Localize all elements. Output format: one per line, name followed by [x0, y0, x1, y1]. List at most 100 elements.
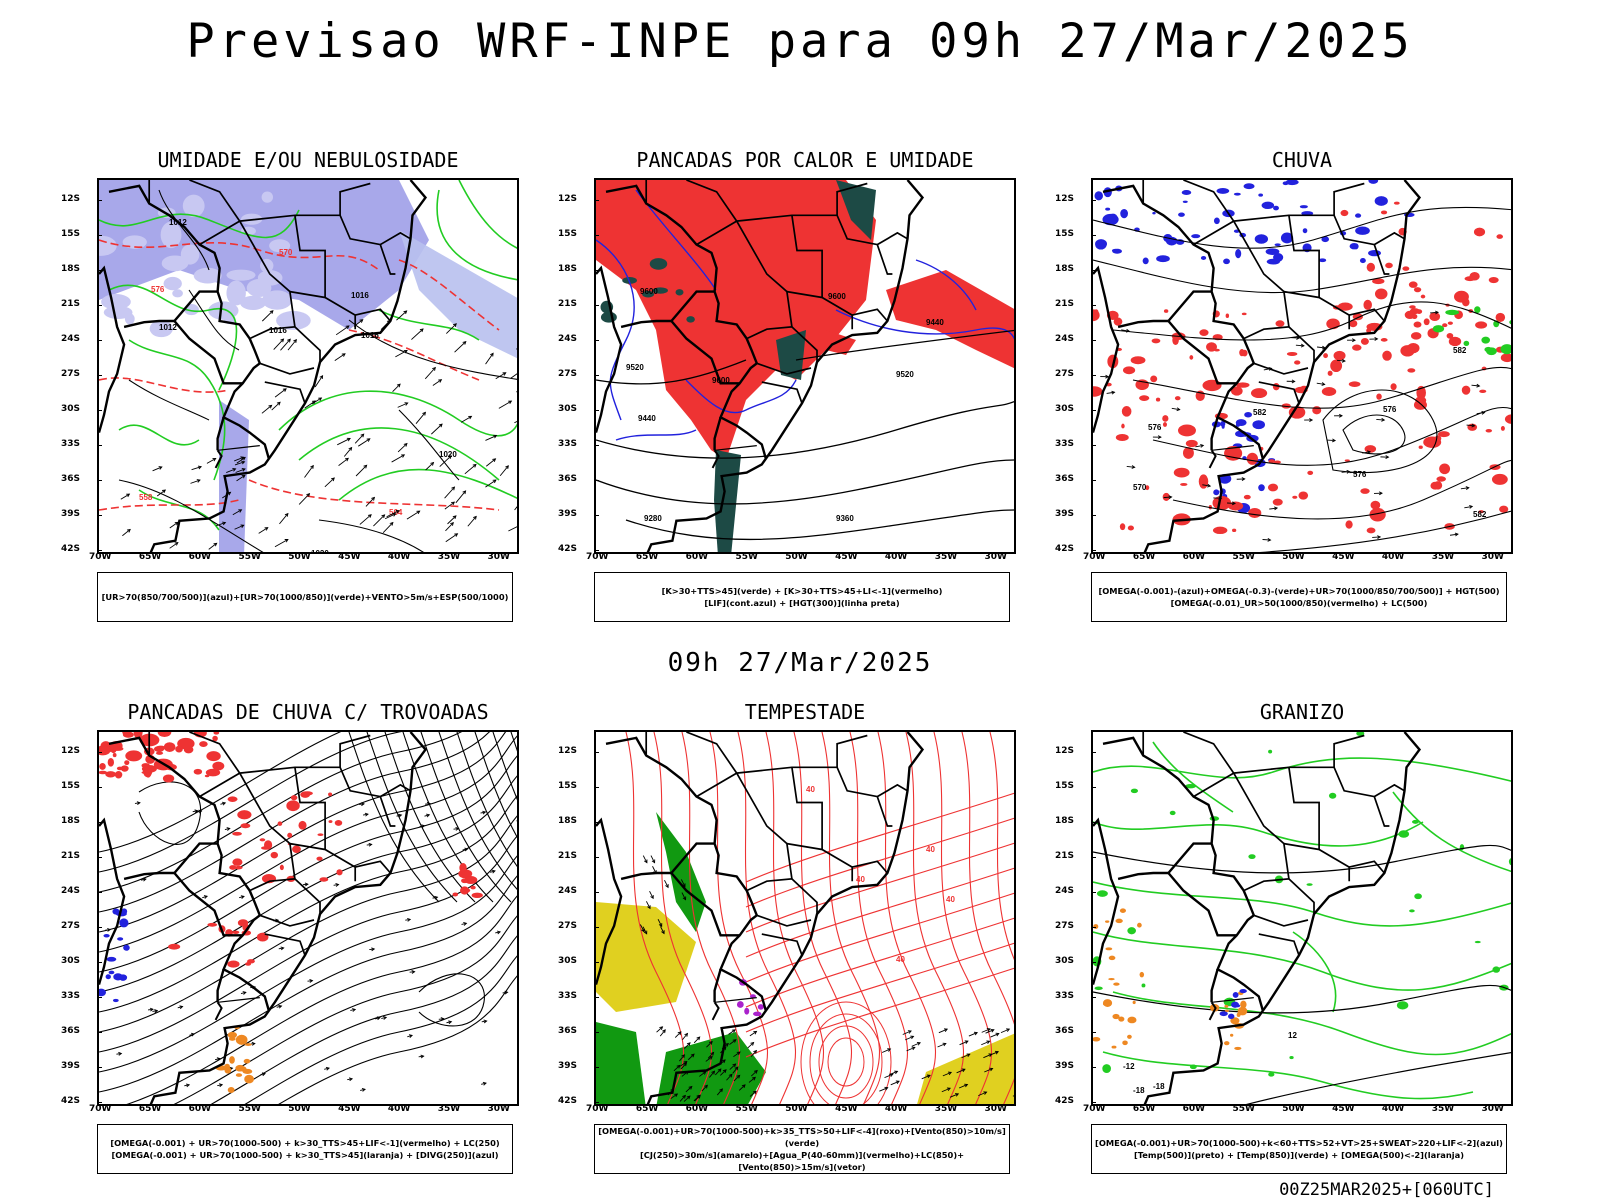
- wind-vector-head: [916, 1041, 921, 1046]
- omega-red: [1246, 452, 1259, 465]
- thunder-red: [240, 823, 251, 829]
- contour-green: [128, 339, 226, 481]
- omega-blue: [1368, 180, 1379, 184]
- omega-red: [1370, 500, 1381, 510]
- height-contour: [1342, 414, 1406, 455]
- wind-vector-head: [282, 388, 287, 392]
- wind-vector: [236, 474, 246, 482]
- lat-tick: [594, 270, 599, 271]
- omega-orange: [1127, 1034, 1132, 1039]
- lon-tick-label: 65W: [138, 1104, 162, 1114]
- wind-vector: [890, 1080, 900, 1086]
- wind-vector-head: [346, 437, 351, 442]
- contour-green: [99, 209, 300, 239]
- wind-vector-head: [990, 1028, 995, 1033]
- divergence-blue: [108, 970, 115, 975]
- border-line: [1167, 872, 1237, 937]
- lon-tick-label: 45W: [1332, 1104, 1355, 1114]
- wind-vector: [355, 465, 367, 477]
- wind-vector: [384, 513, 396, 520]
- lat-tick-label: 24S: [558, 334, 578, 344]
- legend-line: [K>30+TTS>45](verde) + [K>30+TTS>45+LI<-…: [661, 586, 943, 596]
- wind-vector: [981, 1028, 991, 1033]
- omega-red: [1348, 319, 1358, 328]
- omega-red: [1413, 321, 1422, 328]
- streamline: [126, 895, 517, 1104]
- river-line: [714, 997, 757, 1003]
- wind-vector: [311, 397, 322, 405]
- omega-blue: [1355, 213, 1362, 218]
- omega-red: [1366, 262, 1376, 272]
- border-line: [713, 416, 722, 451]
- wind-vector: [397, 443, 408, 453]
- streamline: [173, 915, 517, 1104]
- wind-vector-head: [504, 990, 509, 995]
- wind-vector-head: [911, 1046, 916, 1051]
- wind-vector-head: [676, 1064, 681, 1069]
- wind-vector: [271, 401, 281, 411]
- height-contour: [625, 509, 1014, 541]
- wind-vector-head: [238, 509, 243, 513]
- field-layers: 40 40 40 40 40: [596, 732, 1014, 1104]
- map-area: 9600 9600 9600 9520 9520 9440 9440 9280 9360: [594, 178, 1016, 554]
- border-line: [696, 214, 893, 275]
- wind-vector-head: [683, 1062, 688, 1067]
- wind-vector-head: [232, 468, 237, 472]
- thunder-red: [122, 732, 131, 736]
- wind-vector-head: [1168, 495, 1173, 500]
- coastline-plata: [1208, 449, 1217, 469]
- wind-vector-head: [404, 402, 409, 406]
- lon-tick-label: 55W: [1232, 552, 1255, 562]
- wind-vector-head: [491, 869, 496, 874]
- omega-blue: [1355, 226, 1370, 235]
- temp850-contour: [1093, 757, 1511, 782]
- lon-tick-label: 70W: [1083, 552, 1106, 562]
- wind-vector: [682, 1033, 688, 1041]
- temp850-contour: [1392, 791, 1511, 873]
- omega-red: [1213, 348, 1220, 352]
- height-contour: [1322, 389, 1438, 474]
- wind-vector: [343, 447, 352, 457]
- omega-green: [1484, 346, 1493, 353]
- omega-red: [1488, 276, 1499, 284]
- thunder-red: [207, 922, 218, 927]
- divergence-blue: [117, 937, 124, 941]
- contour-red-dashed: [99, 239, 380, 271]
- run-stamp: 00Z25MAR2025+[060UTC]: [1279, 1180, 1494, 1200]
- border-line: [1283, 842, 1351, 882]
- map-graphic: 1012101210161016101610201020576570564558: [99, 180, 517, 552]
- lon-tick-label: 45W: [338, 1104, 361, 1114]
- wind-vector-head: [964, 1083, 969, 1088]
- wind-vector-head: [360, 433, 365, 438]
- border-line: [1258, 381, 1300, 404]
- omega-red: [1496, 234, 1503, 239]
- wind-vector-head: [677, 1031, 682, 1036]
- wind-vector: [279, 513, 289, 525]
- omega-red: [1298, 491, 1309, 500]
- wind-vector: [942, 1071, 952, 1077]
- wind-vector: [191, 466, 202, 471]
- omega-red: [1376, 393, 1382, 400]
- humidity-patch: [269, 239, 291, 253]
- border-line: [791, 215, 823, 298]
- temp850-contour: [1152, 741, 1234, 813]
- lat-tick-label: 18S: [1055, 816, 1075, 826]
- temp850-contour: [1093, 821, 1424, 847]
- river-line: [714, 445, 757, 451]
- temp850-blob: [1508, 858, 1511, 866]
- wind-vector-head: [276, 401, 281, 406]
- wind-vector: [659, 1029, 666, 1037]
- omega-blue: [1095, 240, 1107, 250]
- lat-tick-label: 21S: [61, 851, 81, 861]
- thunder-red: [227, 796, 238, 802]
- wind-vector: [961, 1053, 970, 1059]
- omega-red: [1442, 323, 1448, 328]
- temp850-blob: [1492, 966, 1501, 973]
- map-area: -12 -18 -18 12: [1091, 730, 1513, 1106]
- omega-red: [1312, 406, 1322, 415]
- thunder-red: [112, 753, 117, 758]
- legend-line: [OMEGA(-0.001) + UR>70(1000-500) + k>30_…: [110, 1138, 500, 1148]
- thunder-red: [232, 831, 242, 836]
- omega-orange: [1224, 1004, 1229, 1008]
- omega-blue: [1252, 420, 1265, 430]
